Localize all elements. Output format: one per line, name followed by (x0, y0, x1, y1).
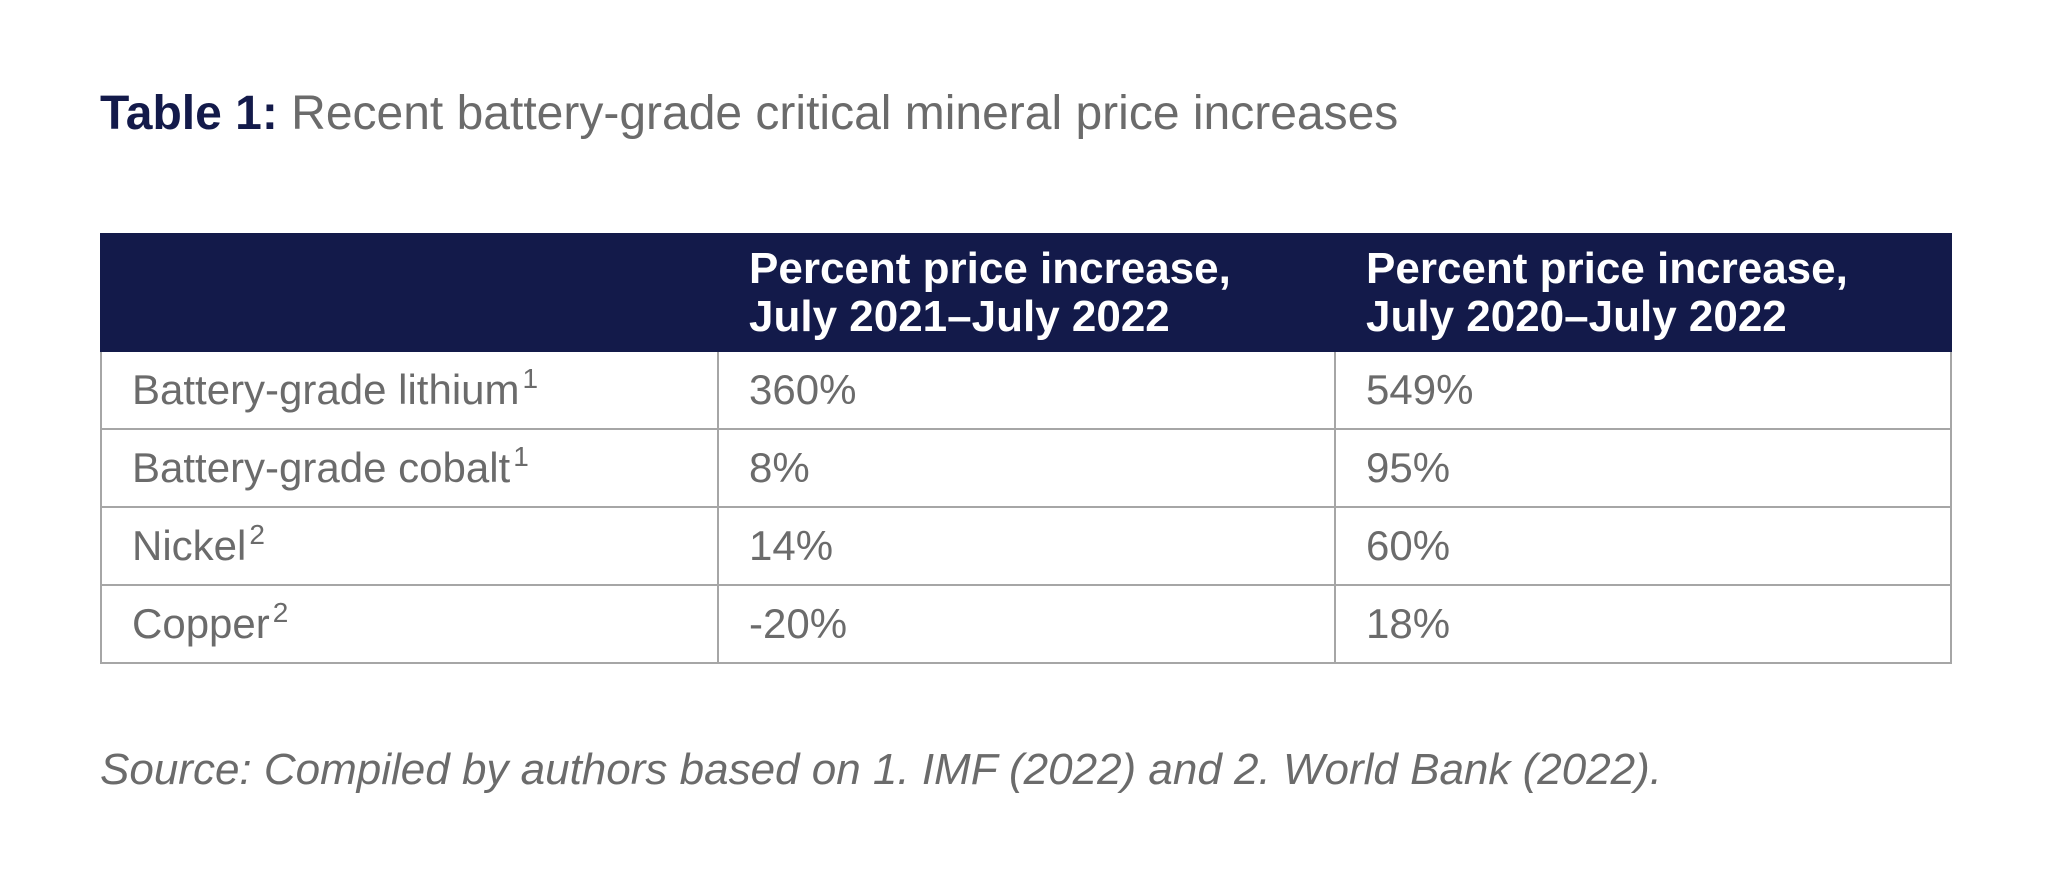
header-mineral (100, 233, 719, 352)
header-pct-2020-2022-line2: July 2020–July 2022 (1366, 291, 1787, 341)
header-pct-2020-2022-line1: Percent price increase, (1366, 243, 1848, 293)
price-increase-table: Percent price increase, July 2021–July 2… (100, 233, 1952, 664)
header-pct-2021-2022: Percent price increase, July 2021–July 2… (717, 233, 1336, 352)
pct-2020-2022-cell: 18% (1334, 584, 1952, 664)
mineral-cell: Nickel 2 (100, 506, 719, 586)
table-header-row: Percent price increase, July 2021–July 2… (100, 233, 1952, 352)
table-title-text: Recent battery-grade critical mineral pr… (291, 87, 1399, 140)
pct-2021-2022-cell: 8% (717, 428, 1336, 508)
footnote-ref: 2 (249, 519, 265, 550)
header-pct-2020-2022: Percent price increase, July 2020–July 2… (1334, 233, 1952, 352)
mineral-cell: Battery-grade lithium 1 (100, 350, 719, 430)
table-row: Nickel 2 14% 60% (100, 506, 1952, 586)
source-note: Source: Compiled by authors based on 1. … (100, 745, 1663, 794)
table-row: Copper 2 -20% 18% (100, 584, 1952, 664)
footnote-ref: 1 (513, 441, 529, 472)
table-title: Table 1: Recent battery-grade critical m… (100, 82, 1398, 146)
mineral-cell: Copper 2 (100, 584, 719, 664)
pct-2021-2022-cell: -20% (717, 584, 1336, 664)
table-title-label: Table 1: (100, 87, 278, 140)
table-row: Battery-grade cobalt 1 8% 95% (100, 428, 1952, 508)
header-pct-2021-2022-line1: Percent price increase, (749, 243, 1231, 293)
pct-2020-2022-cell: 549% (1334, 350, 1952, 430)
footnote-ref: 1 (522, 363, 539, 394)
pct-2020-2022-cell: 60% (1334, 506, 1952, 586)
pct-2021-2022-cell: 360% (717, 350, 1336, 430)
table-row: Battery-grade lithium 1 360% 549% (100, 350, 1952, 430)
mineral-cell: Battery-grade cobalt 1 (100, 428, 719, 508)
pct-2021-2022-cell: 14% (717, 506, 1336, 586)
pct-2020-2022-cell: 95% (1334, 428, 1952, 508)
header-pct-2021-2022-line2: July 2021–July 2022 (749, 291, 1170, 341)
footnote-ref: 2 (272, 597, 289, 628)
